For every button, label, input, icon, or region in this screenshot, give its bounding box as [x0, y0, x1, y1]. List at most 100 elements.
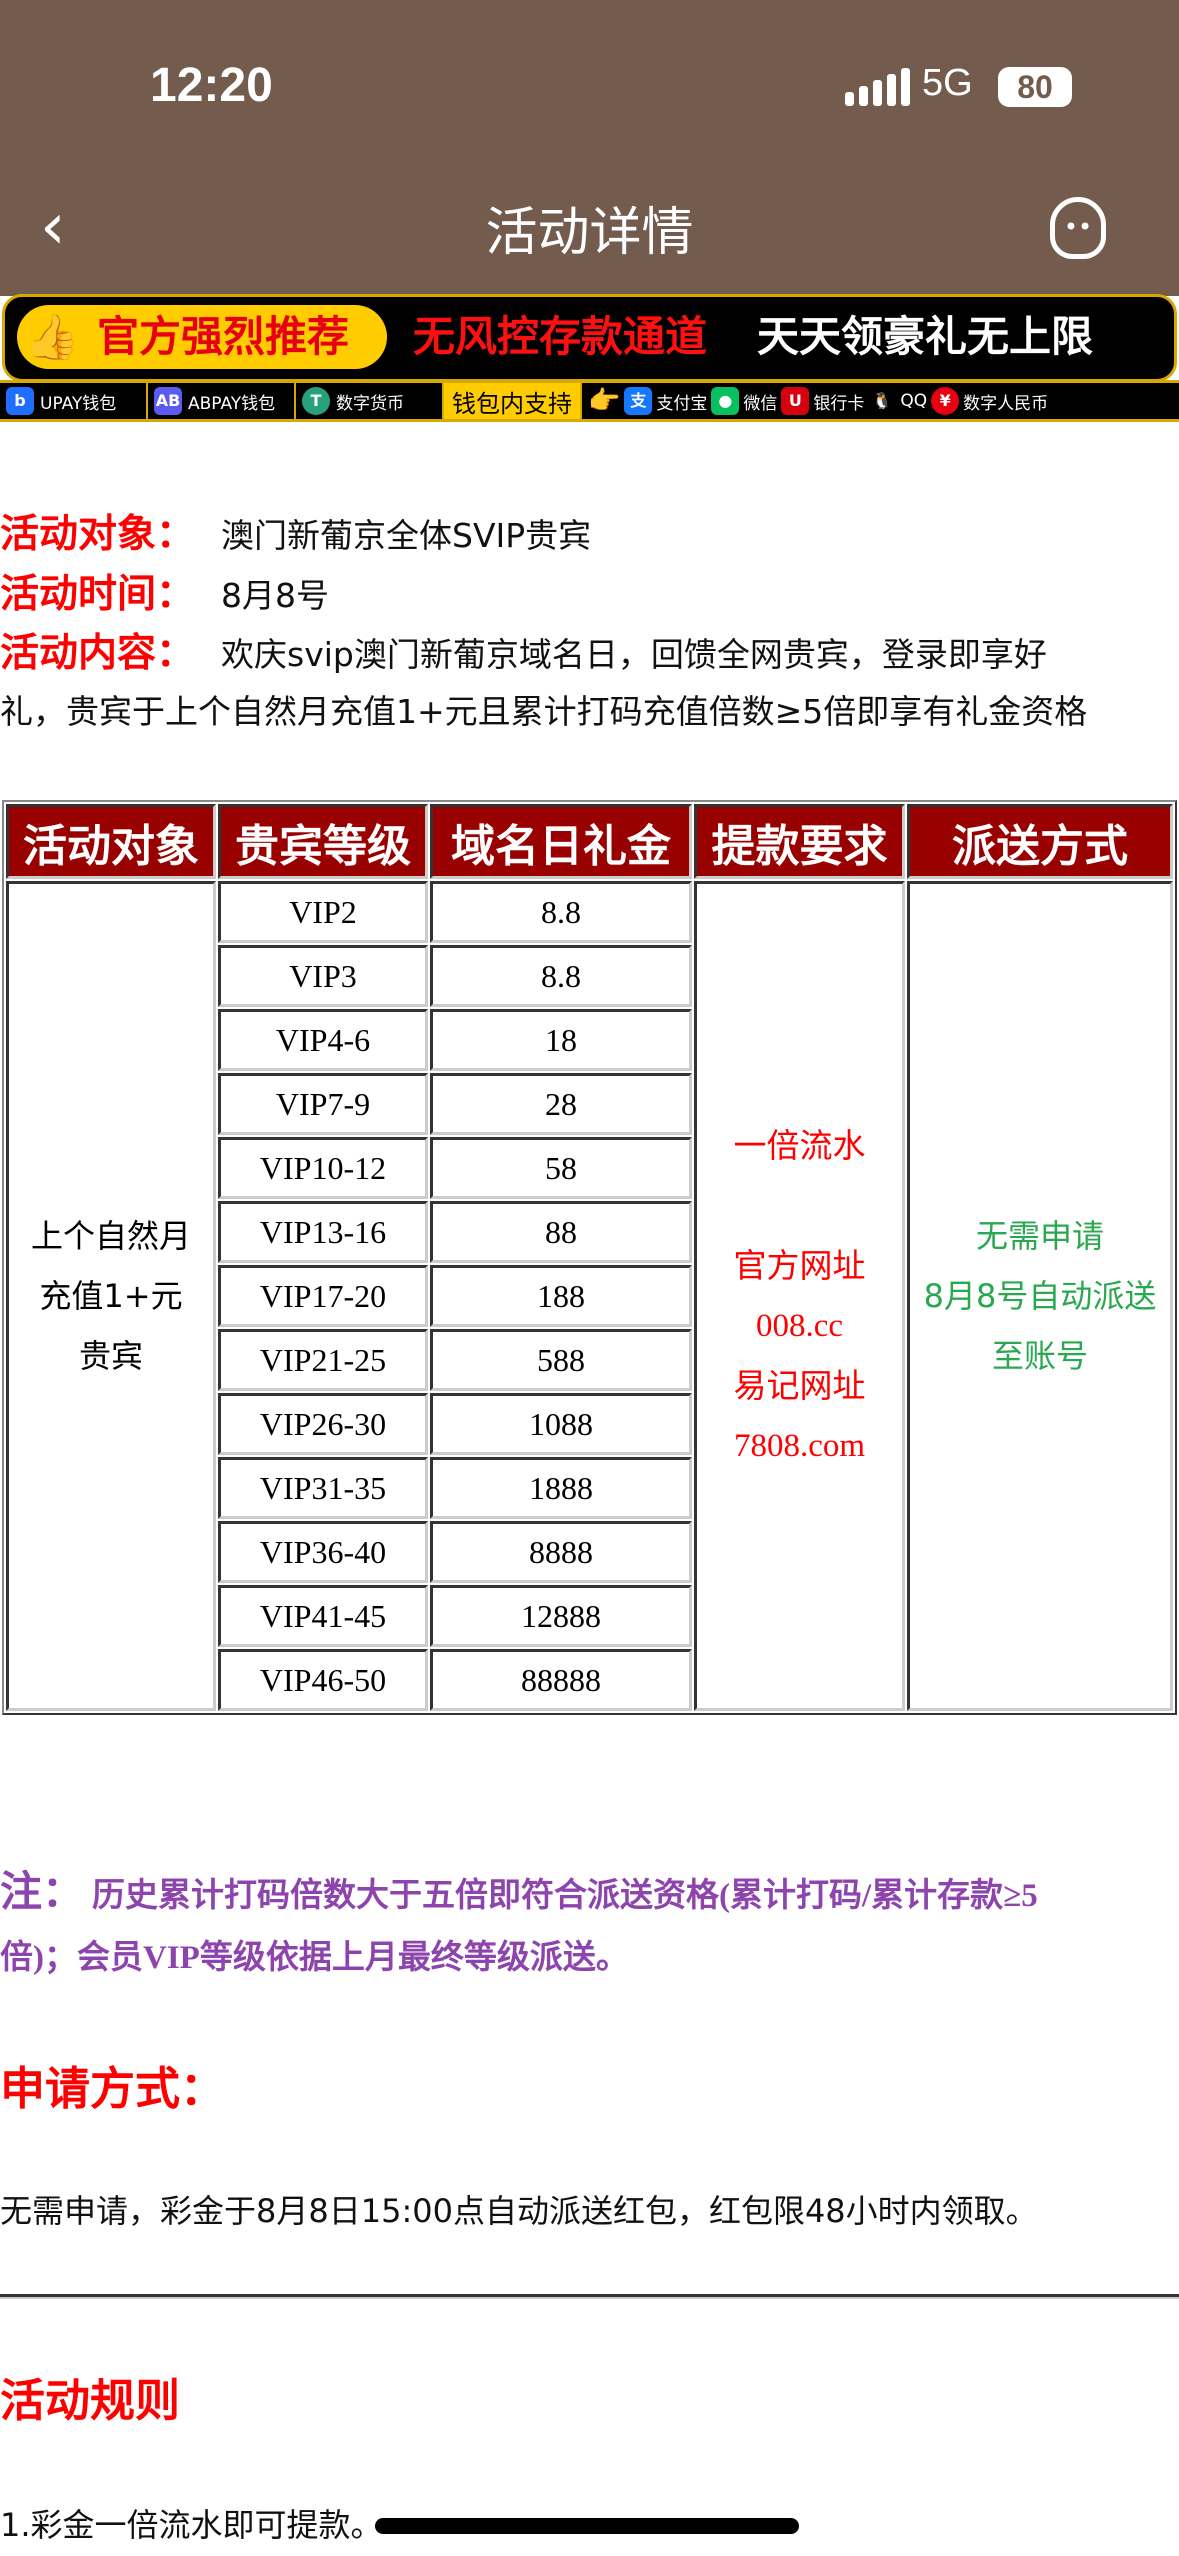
- vip-level-cell: VIP4-6: [218, 1009, 428, 1071]
- target-line: 贵宾: [78, 1337, 143, 1375]
- table-row: VIP41-45 12888: [6, 1585, 1173, 1647]
- delivery-line: 至账号: [991, 1337, 1088, 1375]
- table-row: VIP13-16 88: [6, 1201, 1173, 1263]
- note: 注： 历史累计打码倍数大于五倍即符合派送资格(累计打码/累计存款≥5 倍)；会员VI…: [0, 1862, 1179, 1989]
- chevron-left-icon[interactable]: ‹: [40, 190, 66, 264]
- requirement-line: 官方网址: [733, 1246, 866, 1285]
- requirement-line: 一倍流水: [733, 1126, 866, 1165]
- upay-icon: b: [6, 387, 34, 415]
- bonus-cell: 1088: [430, 1393, 692, 1455]
- requirement-line: 易记网址: [733, 1366, 866, 1405]
- wallet-upay: b UPAY钱包: [0, 383, 148, 419]
- vip-level-cell: VIP46-50: [218, 1649, 428, 1711]
- info-content-cont: 礼，贵宾于上个自然月充值1+元且累计打码充值倍数≥5倍即享有礼金资格: [0, 692, 1088, 731]
- requirement-line: [697, 1176, 902, 1236]
- signal-icon: [845, 66, 910, 106]
- info-content: 活动内容： 欢庆svip澳门新葡京域名日，回馈全网贵宾，登录即享好: [0, 622, 1047, 678]
- bonus-cell: 8.8: [430, 945, 692, 1007]
- vip-level-cell: VIP10-12: [218, 1137, 428, 1199]
- vip-level-cell: VIP41-45: [218, 1585, 428, 1647]
- info-value: 8月8号: [221, 576, 330, 615]
- home-indicator[interactable]: [375, 2518, 799, 2534]
- vip-level-cell: VIP3: [218, 945, 428, 1007]
- support-label: 钱包内支持: [444, 383, 582, 419]
- col-header: 提款要求: [694, 804, 905, 879]
- wallet-label: ABPAY钱包: [188, 393, 276, 414]
- headset-icon[interactable]: ••: [1050, 197, 1106, 259]
- info-label: 活动内容：: [0, 631, 196, 676]
- ecny-icon: ¥: [931, 387, 960, 415]
- table-row: VIP21-25 588: [6, 1329, 1173, 1391]
- note-line: 历史累计打码倍数大于五倍即符合派送资格(累计打码/累计存款≥5: [92, 1878, 1038, 1914]
- reward-table: 活动对象 贵宾等级 域名日礼金 提款要求 派送方式 上个自然月 充值1+元 贵宾 VI…: [2, 800, 1177, 1715]
- bonus-cell: 28: [430, 1073, 692, 1135]
- bonus-cell: 188: [430, 1265, 692, 1327]
- bonus-cell: 8888: [430, 1521, 692, 1583]
- table-row: VIP46-50 88888: [6, 1649, 1173, 1711]
- requirement-line: 008.cc: [755, 1308, 844, 1344]
- wallet-crypto: T 数字货币: [296, 383, 444, 419]
- target-line: 上个自然月: [30, 1217, 191, 1255]
- bonus-cell: 58: [430, 1137, 692, 1199]
- abpay-icon: AB: [154, 387, 182, 415]
- vip-level-cell: VIP36-40: [218, 1521, 428, 1583]
- vip-level-cell: VIP26-30: [218, 1393, 428, 1455]
- bonus-cell: 12888: [430, 1585, 692, 1647]
- payment-strip: b UPAY钱包 AB ABPAY钱包 T 数字货币 钱包内支持 👉 支支付宝 ● 微信…: [0, 380, 1179, 422]
- alipay-icon: 支: [624, 387, 653, 415]
- method-label: 银行卡: [813, 393, 865, 414]
- col-header: 域名日礼金: [430, 804, 692, 879]
- info-time: 活动时间： 8月8号: [0, 563, 329, 619]
- apply-title: 申请方式：: [0, 2062, 226, 2115]
- requirement-line: 7808.com: [733, 1428, 866, 1464]
- divider: [0, 2294, 1179, 2299]
- vip-level-cell: VIP7-9: [218, 1073, 428, 1135]
- rules-title: 活动规则: [0, 2374, 181, 2427]
- bonus-cell: 588: [430, 1329, 692, 1391]
- vip-level-cell: VIP21-25: [218, 1329, 428, 1391]
- col-header: 派送方式: [907, 804, 1173, 879]
- table-row: VIP4-6 18: [6, 1009, 1173, 1071]
- recommend-pill: 官方强烈推荐: [17, 305, 387, 369]
- tether-icon: T: [302, 387, 330, 415]
- thumbs-up-icon: 👍: [25, 312, 80, 363]
- rule-item: 1.彩金一倍流水即可提款。: [0, 2506, 383, 2544]
- status-time: 12:20: [150, 59, 273, 112]
- method-label: QQ: [900, 391, 928, 411]
- vip-level-cell: VIP31-35: [218, 1457, 428, 1519]
- target-cell: 上个自然月充值1+元贵宾: [6, 881, 216, 1711]
- table-row: VIP3 8.8: [6, 945, 1173, 1007]
- gift-text: 天天领豪礼无上限: [757, 312, 1094, 361]
- network-label: 5G: [922, 62, 973, 104]
- apply-text: 无需申请，彩金于8月8日15:00点自动派送红包，红包限48小时内领取。: [0, 2192, 1038, 2230]
- table-row: VIP36-40 8888: [6, 1521, 1173, 1583]
- method-list: 👉 支支付宝 ● 微信 U 银行卡 🐧 QQ ¥ 数字人民币: [582, 383, 1179, 419]
- info-target: 活动对象： 澳门新葡京全体SVIP贵宾: [0, 503, 591, 559]
- table-row: 上个自然月 充值1+元 贵宾 VIP2 8.8 一倍流水 官方网址 008.cc 易记网址 780…: [6, 881, 1173, 1711]
- wallet-label: 数字货币: [336, 393, 404, 414]
- table-row: VIP10-12 58: [6, 1137, 1173, 1199]
- note-line: 倍)；会员VIP等级依据上月最终等级派送。: [0, 1940, 629, 1976]
- bonus-cell: 88: [430, 1201, 692, 1263]
- target-line: 充值1+元: [39, 1277, 183, 1315]
- method-label: 微信: [743, 393, 778, 414]
- requirement-cell: 一倍流水官方网址 008.cc 易记网址 7808.com: [694, 881, 905, 1711]
- unionpay-icon: U: [781, 387, 810, 415]
- bonus-cell: 88888: [430, 1649, 692, 1711]
- wechat-icon: ●: [711, 387, 740, 415]
- table-row: VIP31-35 1888: [6, 1457, 1173, 1519]
- method-label: 支付宝: [656, 393, 708, 414]
- col-header: 贵宾等级: [218, 804, 428, 879]
- method-label: 数字人民币: [963, 393, 1049, 414]
- delivery-line: 无需申请: [975, 1217, 1104, 1255]
- vip-level-cell: VIP2: [218, 881, 428, 943]
- wallet-label: UPAY钱包: [40, 393, 117, 414]
- page-title: 活动详情: [485, 203, 694, 263]
- channel-text: 无风控存款通道: [413, 312, 708, 361]
- top-bar: [0, 0, 1179, 296]
- pointing-hand-icon: 👉: [588, 386, 621, 416]
- promo-banner[interactable]: 官方强烈推荐 👍 无风控存款通道 天天领豪礼无上限: [2, 294, 1177, 382]
- wallet-abpay: AB ABPAY钱包: [148, 383, 296, 419]
- table-row: VIP7-9 28: [6, 1073, 1173, 1135]
- note-label: 注：: [0, 1870, 85, 1916]
